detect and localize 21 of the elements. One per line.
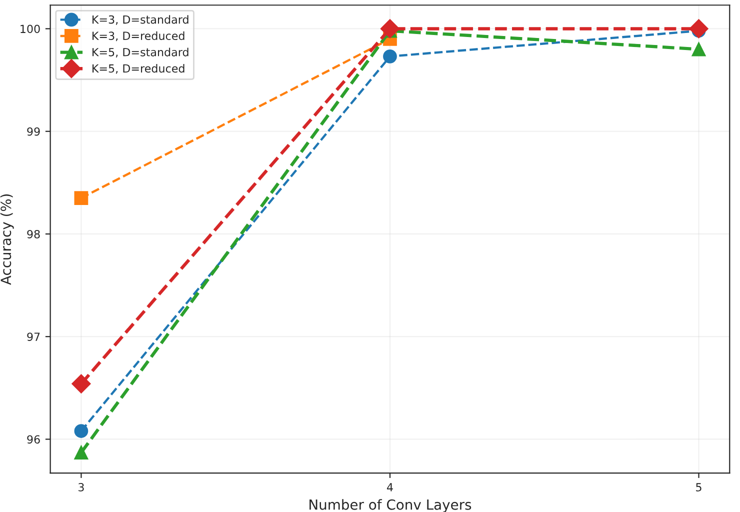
legend-label: K=3, D=standard [92, 15, 188, 25]
point [380, 19, 400, 38]
y-tick-label: 98 [27, 230, 40, 238]
point [72, 374, 91, 394]
point [692, 42, 706, 56]
legend-label: K=5, D=standard [92, 48, 188, 58]
x-tick-label: 4 [386, 483, 393, 492]
y-axis-title: Accuracy (%) [0, 194, 14, 285]
legend-label: K=3, D=reduced [92, 31, 184, 42]
x-tick-label: 5 [696, 483, 702, 492]
point [689, 19, 708, 38]
y-tick-label: 96 [27, 435, 40, 444]
y-tick-label: 100 [20, 24, 40, 34]
point [74, 446, 88, 460]
y-tick-label: 97 [27, 332, 40, 341]
point [383, 49, 397, 64]
legend-label: K=5, D=reduced [92, 64, 184, 74]
y-tick-label: 99 [27, 127, 40, 136]
point [74, 191, 88, 205]
point [74, 424, 88, 438]
x-tick-label: 3 [78, 483, 84, 492]
